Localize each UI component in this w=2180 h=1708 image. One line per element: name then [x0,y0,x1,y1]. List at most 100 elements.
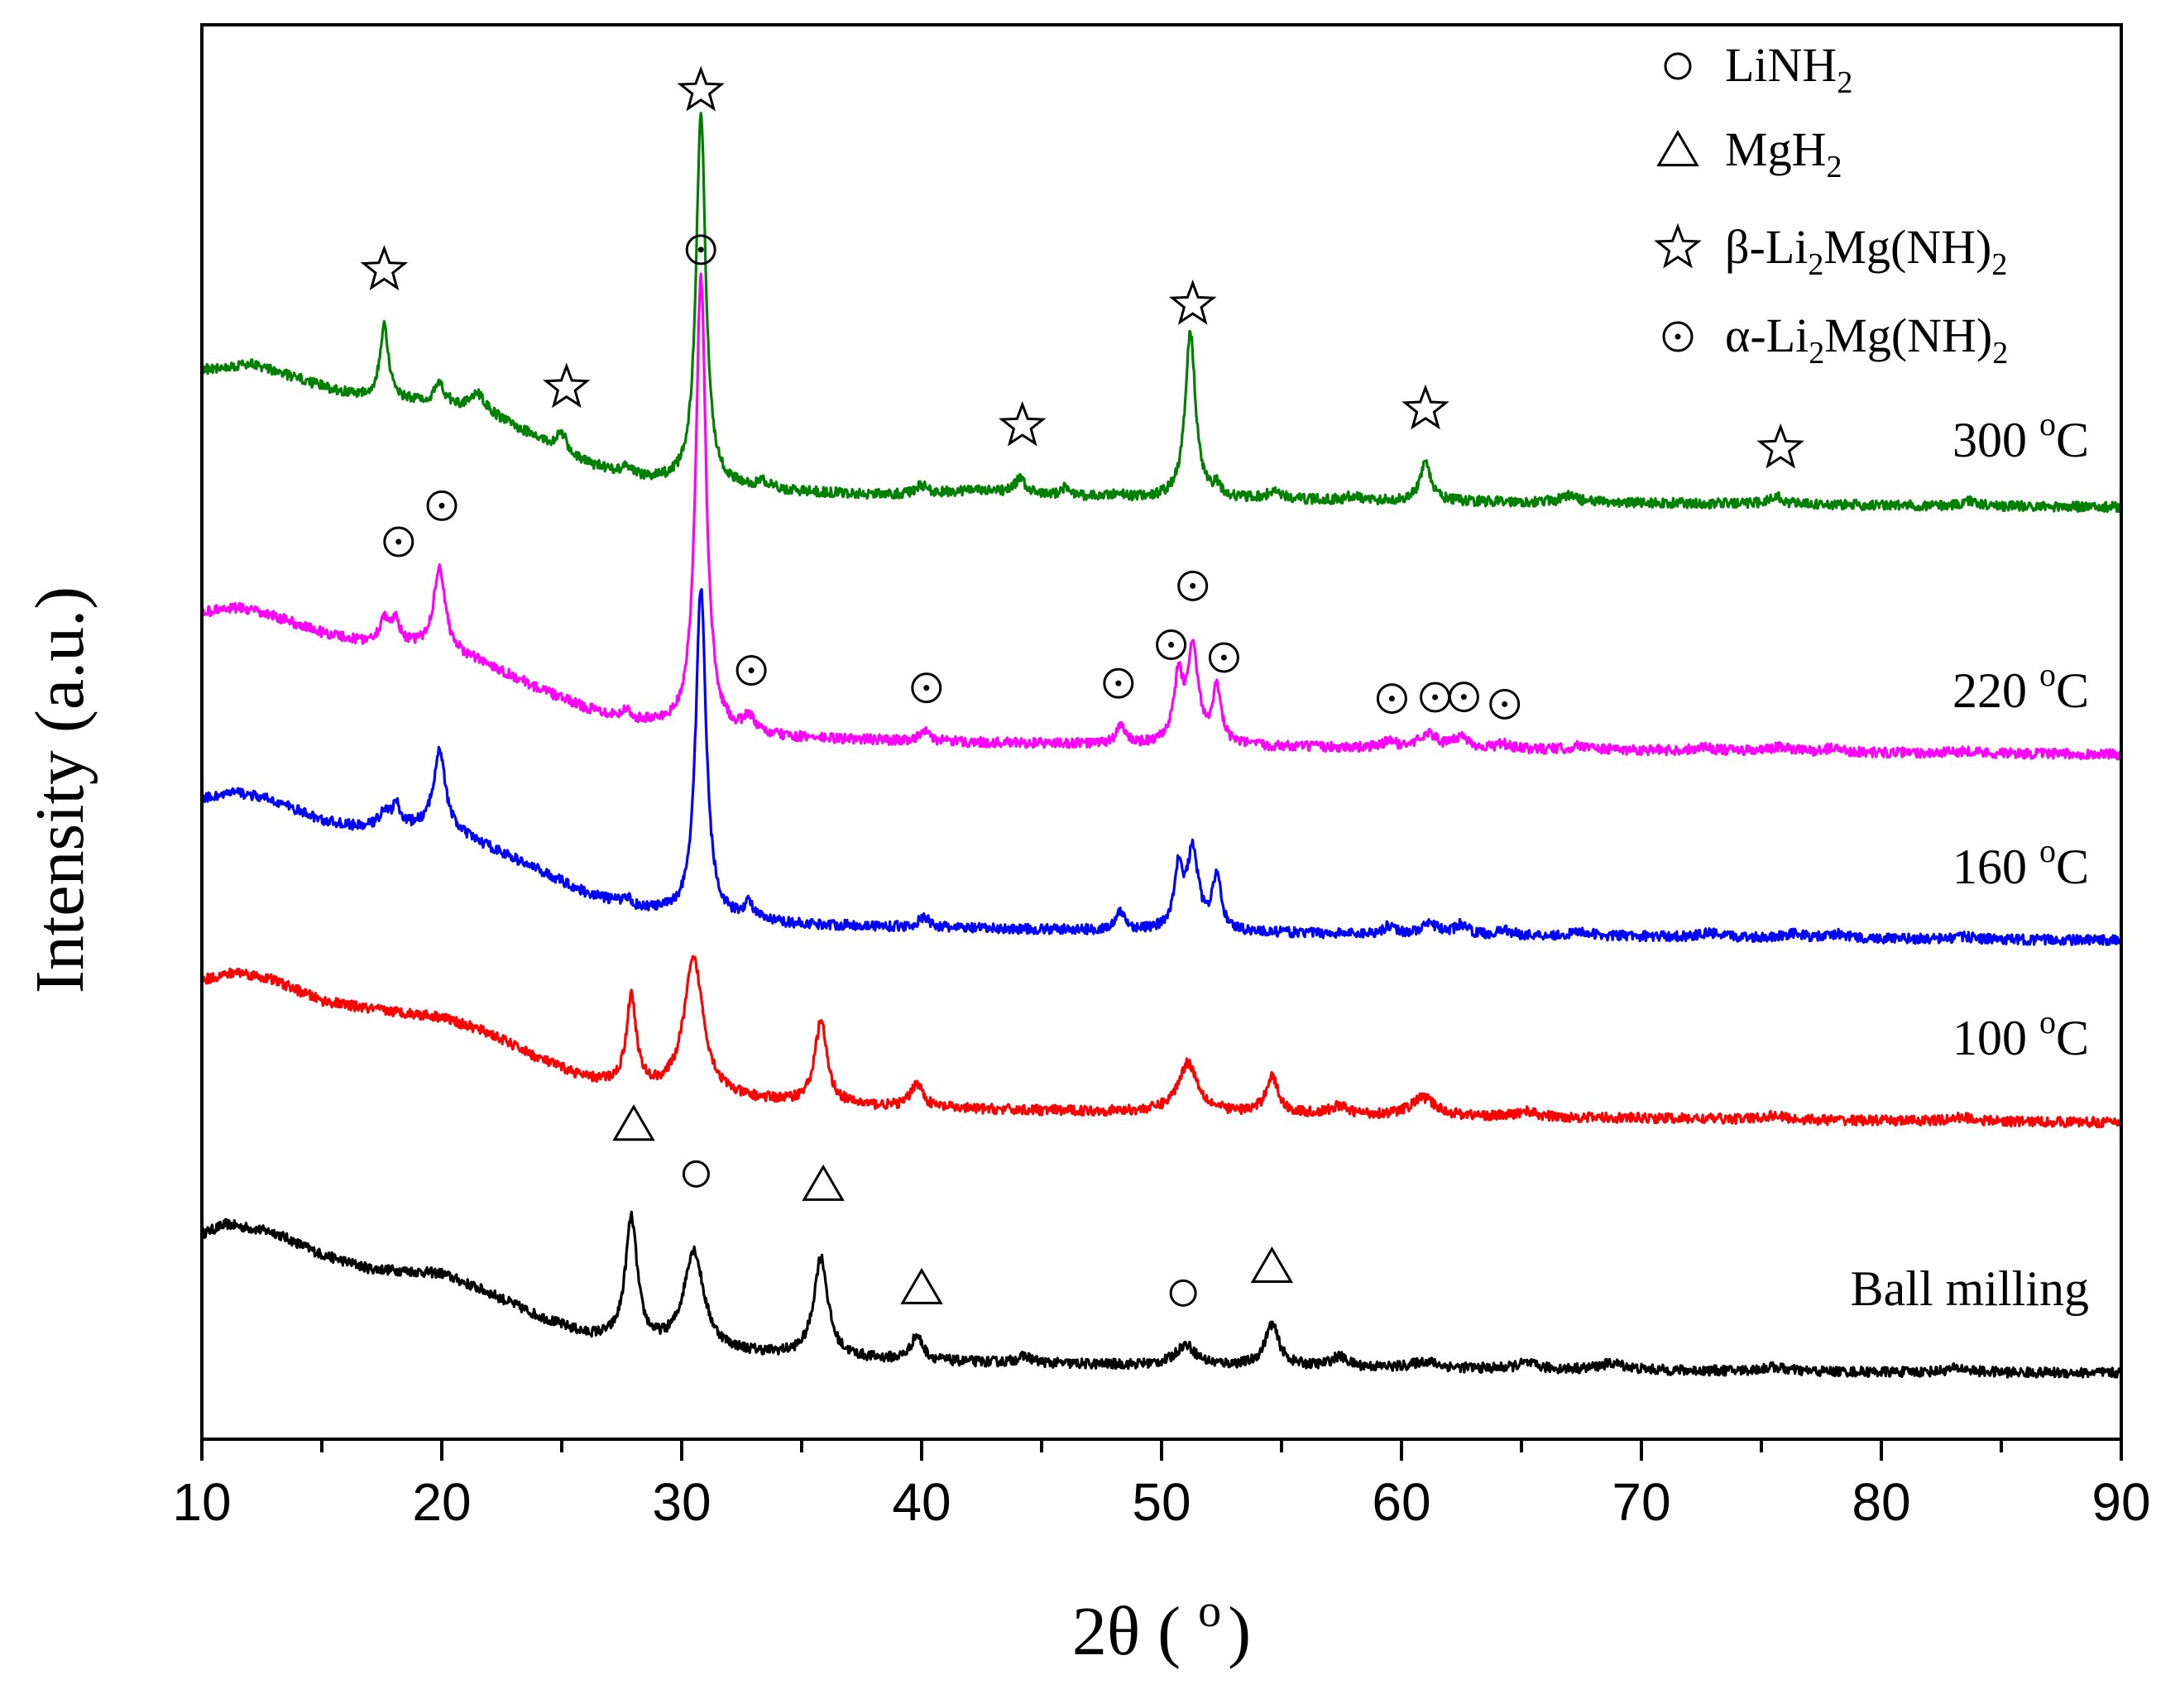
x-axis-label-close: ) [1228,1593,1251,1670]
legend-label: MgH2 [1725,122,1842,184]
series-label: 100 oC [1952,1003,2089,1065]
peak-marker-triangle [900,1267,943,1304]
legend-entry: β-Li2Mg(NH)2 [1654,220,2007,282]
legend-marker-star [1654,222,1702,269]
legend-marker-circle [1664,52,1692,80]
peak-marker-dotcircle [911,672,942,704]
triangle-marker [1250,1246,1294,1284]
peak-marker-dotcircle [1103,667,1134,699]
peak-marker-star [360,245,409,291]
dot-circle-center [748,667,755,674]
peak-marker-dotcircle [1489,688,1521,720]
series-layer [200,112,2123,1379]
series-ball-milling [200,1210,2123,1379]
dot-circle-center [1220,654,1227,661]
dot-circle-marker [1156,629,1187,660]
circle-marker [1664,52,1692,80]
dot-circle-center [1115,680,1122,687]
peak-marker-dotcircle [685,234,716,266]
x-axis-label-unit: o [1198,1586,1221,1637]
legend-text2: Mg(NH) [1824,309,1992,362]
peak-marker-star [1756,423,1804,469]
legend-sub: 2 [1809,336,1824,371]
dot-circle-center [697,246,704,253]
series-label: Ball milling [1851,1261,2089,1316]
peak-marker-dotcircle [383,526,414,557]
legend-text: β-Li [1725,220,1808,274]
peak-marker-dotcircle [1156,629,1187,660]
legend-sub: 2 [1837,65,1852,100]
series-label-suffix: C [2056,663,2089,718]
legend-sub: 2 [1826,150,1842,184]
peak-marker-star [999,400,1047,447]
dot-circle-marker [1376,683,1407,715]
peak-marker-dotcircle [426,490,458,521]
legend-text2: Mg(NH) [1823,220,1991,274]
legend-text: MgH [1725,122,1826,176]
series-label-unit: o [2039,1003,2056,1041]
circle-marker [1169,1279,1197,1307]
star-marker [1401,384,1449,430]
triangle-marker [1656,130,1699,167]
series-label: 300 oC [1952,405,2089,467]
dot-circle-marker [1177,570,1209,601]
y-axis-label: Intensity (a.u.) [22,586,98,993]
series-label-suffix: C [2056,840,2089,894]
dot-circle-center [1460,694,1467,701]
peak-marker-dotcircle [1177,570,1209,601]
triangle-marker [900,1267,943,1304]
legend-marker-dotcircle [1662,321,1694,352]
series-label: 220 oC [1952,656,2089,718]
legend-entry: LiNH2 [1664,38,1852,100]
dot-circle-center [1675,333,1681,340]
legend-sub2: 2 [1991,247,2007,282]
dot-circle-marker [1662,321,1694,352]
peak-marker-star [1168,280,1217,325]
dot-circle-center [1168,641,1175,648]
dot-circle-marker [1103,667,1134,699]
series-line [200,588,2123,946]
legend-label: β-Li2Mg(NH)2 [1725,220,2007,282]
star-marker [543,362,591,409]
peak-marker-circle [682,1160,710,1188]
series-label-value: 300 [1952,413,2039,467]
dot-circle-center [395,538,402,545]
triangle-marker [612,1104,655,1141]
series-label-value: 220 [1952,663,2039,718]
x-tick-label: 50 [1132,1472,1191,1532]
x-tick-label: 30 [652,1472,711,1532]
star-marker [360,245,409,291]
x-tick-label: 90 [2091,1472,2150,1532]
series-label-suffix: C [2056,413,2089,467]
dot-circle-center [1388,696,1395,702]
triangle-marker [802,1164,845,1201]
series-label-value: 160 [1952,840,2039,894]
series-label: 160 oC [1952,832,2089,894]
star-marker [999,400,1047,447]
dot-circle-center [1190,582,1196,589]
series-line [200,954,2123,1129]
star-marker [1756,423,1804,469]
dot-circle-center [1432,694,1439,701]
dot-circle-marker [426,490,458,521]
peak-marker-triangle [612,1104,655,1141]
x-tick-label: 70 [1612,1472,1670,1532]
peak-marker-triangle [1250,1246,1294,1284]
peak-marker-layer [360,65,1804,1307]
dot-circle-marker [911,672,942,704]
series-220-c [200,272,2123,761]
x-tick-label: 80 [1852,1472,1910,1532]
legend-text: α-Li [1725,309,1809,362]
star-marker [1168,280,1217,325]
x-tick-label: 40 [892,1472,951,1532]
series-line [200,1210,2123,1379]
dot-circle-marker [735,655,767,687]
peak-marker-dotcircle [735,655,767,687]
series-label-unit: o [2039,656,2056,693]
series-300-c [200,112,2123,514]
dot-circle-marker [685,234,716,266]
